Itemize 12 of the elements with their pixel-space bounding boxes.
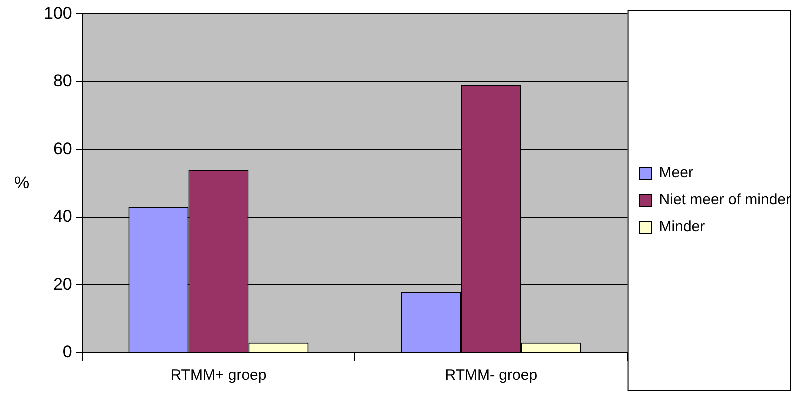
- x-tick-label: RTMM+ groep: [170, 367, 267, 384]
- y-tick-label: 60: [53, 139, 72, 158]
- legend-label: Meer: [659, 164, 694, 182]
- y-axis-title: %: [14, 173, 30, 192]
- y-tick-label: 80: [53, 72, 72, 91]
- legend-label: Niet meer of minder: [659, 192, 792, 209]
- y-tick-label: 40: [53, 207, 72, 226]
- y-tick-label: 20: [53, 274, 72, 294]
- y-tick-label: 0: [62, 342, 72, 362]
- x-tick-label: RTMM- groep: [445, 367, 538, 384]
- y-tick-label: 100: [44, 4, 72, 23]
- legend-label: Minder: [659, 218, 706, 236]
